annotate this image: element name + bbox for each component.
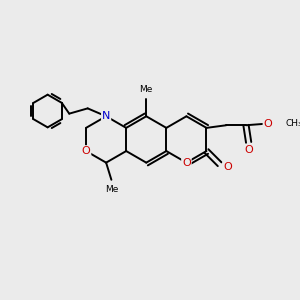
- Text: O: O: [244, 145, 253, 155]
- Text: Me: Me: [140, 85, 153, 94]
- Text: O: O: [82, 146, 90, 156]
- Text: CH₃: CH₃: [285, 119, 300, 128]
- Text: N: N: [102, 111, 110, 121]
- Text: O: O: [263, 119, 272, 129]
- Text: O: O: [182, 158, 191, 168]
- Text: Me: Me: [105, 184, 118, 194]
- Text: O: O: [223, 162, 232, 172]
